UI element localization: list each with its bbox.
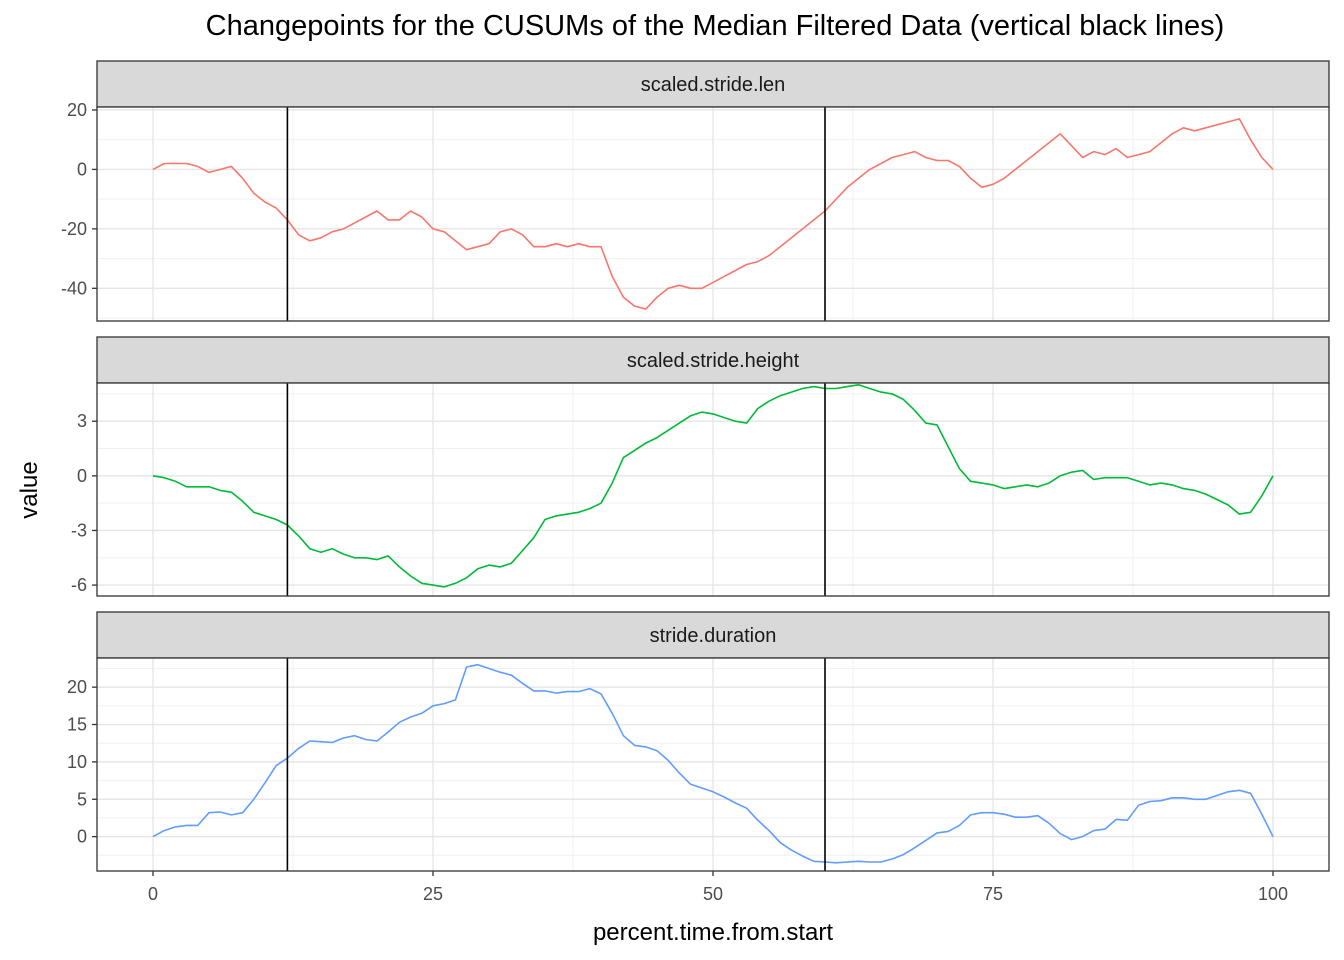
y-tick-label: 20 xyxy=(67,100,87,120)
x-tick-label: 25 xyxy=(423,884,443,904)
y-tick-label: 3 xyxy=(77,411,87,431)
y-tick-label: 5 xyxy=(77,789,87,809)
chart-panels: scaled.stride.len200-20-40scaled.stride.… xyxy=(61,60,1330,872)
series-line-stride.duration xyxy=(152,663,1274,864)
panel-border xyxy=(96,382,1330,597)
y-tick-label: -40 xyxy=(61,278,87,298)
x-tick-label: 75 xyxy=(983,884,1003,904)
panel-border xyxy=(96,106,1330,322)
x-tick-label: 0 xyxy=(148,884,158,904)
y-tick-label: 10 xyxy=(67,752,87,772)
y-axis-title: value xyxy=(16,461,43,518)
facet-strip-label: stride.duration xyxy=(650,625,777,647)
panel-stride.duration: stride.duration 20 15 10 5 0 xyxy=(67,611,1330,872)
y-tick-label: -20 xyxy=(61,219,87,239)
panel-scaled.stride.height: scaled.stride.height 3 0 -3 -6 xyxy=(71,336,1330,597)
facet-strip xyxy=(96,60,1330,108)
y-tick-label: -3 xyxy=(71,520,87,540)
y-tick-label: 0 xyxy=(77,827,87,847)
x-tick-label: 100 xyxy=(1258,884,1288,904)
series-line-scaled.stride.height xyxy=(152,384,1274,588)
y-tick-label: 20 xyxy=(67,677,87,697)
y-tick-label: 0 xyxy=(77,466,87,486)
facet-strip-label: scaled.stride.len xyxy=(641,74,786,96)
panel-scaled.stride.len: scaled.stride.len 20 0 -20 -40 xyxy=(61,60,1330,322)
series-line-scaled.stride.len xyxy=(152,118,1274,310)
y-tick-label: 15 xyxy=(67,715,87,735)
facet-strip xyxy=(96,336,1330,384)
facet-strip-label: scaled.stride.height xyxy=(627,350,800,372)
x-axis-title: percent.time.from.start xyxy=(593,919,833,946)
x-axis: 0 25 50 75 100 xyxy=(148,871,1288,904)
y-tick-label: 0 xyxy=(77,159,87,179)
y-tick-label: -6 xyxy=(71,575,87,595)
x-tick-label: 50 xyxy=(703,884,723,904)
chart-title: Changepoints for the CUSUMs of the Media… xyxy=(205,10,1225,42)
